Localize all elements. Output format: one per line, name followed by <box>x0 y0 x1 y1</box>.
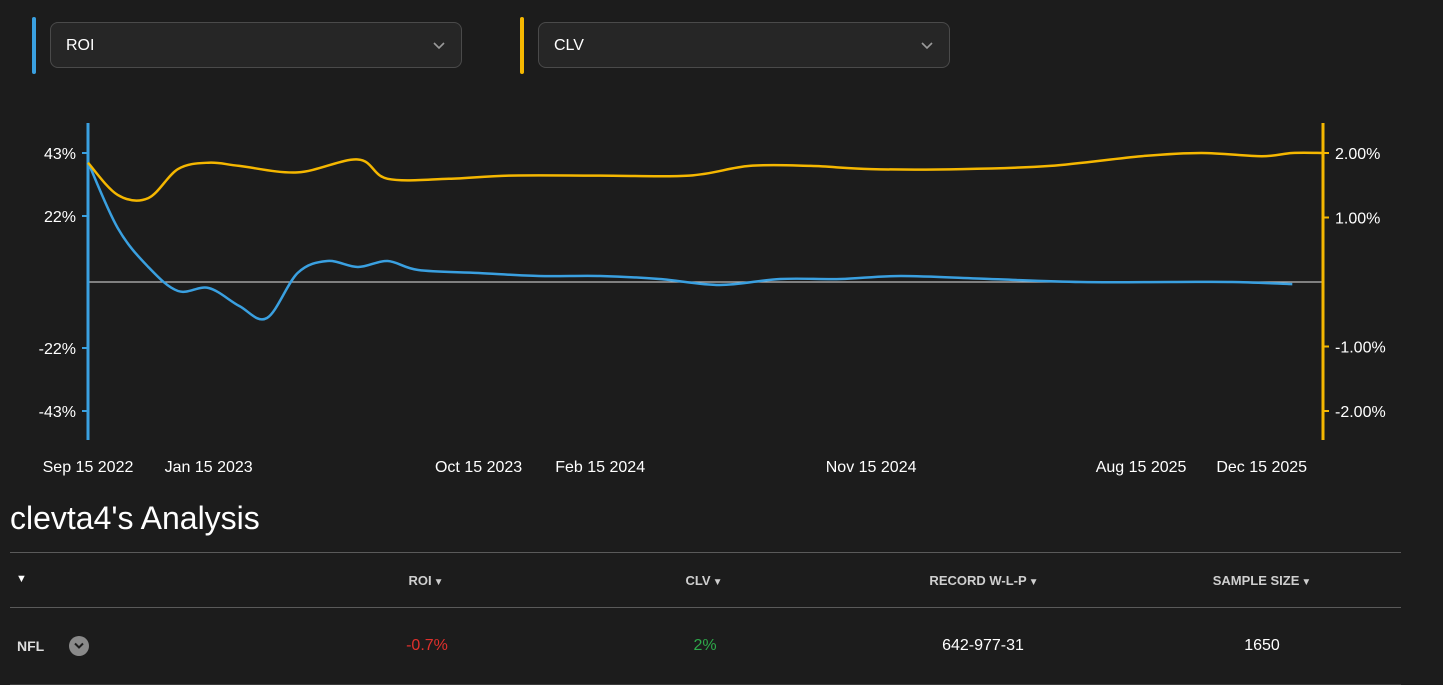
x-tick-label: Feb 15 2024 <box>555 459 645 476</box>
league-name: NFL <box>17 638 45 654</box>
column-header-clv[interactable]: CLV ▼ <box>685 573 723 588</box>
clv-value: 2% <box>693 637 717 654</box>
roi-color-bar <box>32 17 36 74</box>
collapse-all-icon[interactable]: ▼ <box>16 573 27 585</box>
column-header-roi[interactable]: ROI ▼ <box>408 573 444 588</box>
sort-caret-icon: ▼ <box>1301 577 1312 588</box>
clv-color-bar <box>520 17 524 74</box>
left-tick-label: 43% <box>44 146 76 163</box>
roi-dropdown-value: ROI <box>66 37 95 54</box>
sort-caret-icon: ▼ <box>433 577 444 588</box>
roi-value: -0.7% <box>406 637 448 654</box>
x-tick-label: Sep 15 2022 <box>43 459 134 476</box>
x-tick-label: Dec 15 2025 <box>1216 459 1307 476</box>
right-tick-label: -2.00% <box>1335 404 1386 421</box>
clv-dropdown[interactable]: CLV <box>538 22 950 68</box>
roi-clv-chart[interactable]: 43% 22% -22% -43% 2.00% 1.00% -1.00% -2.00% Sep … <box>0 110 1443 490</box>
chevron-down-icon <box>921 42 933 50</box>
sort-caret-icon: ▼ <box>712 577 723 588</box>
series-line-clv <box>87 151 1324 202</box>
x-tick-label: Oct 15 2023 <box>435 459 522 476</box>
table-row: NFL -0.7% 2% 642-977-31 1650 <box>10 608 1401 685</box>
left-tick-label: -43% <box>39 404 76 421</box>
sort-caret-icon: ▼ <box>1028 577 1039 588</box>
record-value: 642-977-31 <box>942 637 1024 654</box>
page-title: clevta4's Analysis <box>10 500 260 536</box>
x-tick-label: Jan 15 2023 <box>165 459 253 476</box>
expand-row-button[interactable] <box>69 636 89 656</box>
table-header: ▼ ROI ▼ CLV ▼ RECORD W-L-P ▼ SAMPLE SIZE ▼ <box>10 552 1401 608</box>
clv-dropdown-value: CLV <box>554 37 584 54</box>
sample-size-value: 1650 <box>1244 637 1280 654</box>
column-header-sample-size[interactable]: SAMPLE SIZE ▼ <box>1212 573 1312 588</box>
chevron-down-icon <box>433 42 445 50</box>
roi-dropdown[interactable]: ROI <box>50 22 462 68</box>
chevron-down-icon <box>74 642 84 649</box>
right-tick-label: 2.00% <box>1335 146 1380 163</box>
right-tick-label: -1.00% <box>1335 340 1386 357</box>
left-tick-label: -22% <box>39 341 76 358</box>
x-tick-label: Nov 15 2024 <box>826 459 917 476</box>
right-tick-label: 1.00% <box>1335 211 1380 228</box>
column-header-record[interactable]: RECORD W-L-P ▼ <box>929 573 1039 588</box>
left-tick-label: 22% <box>44 209 76 226</box>
x-tick-label: Aug 15 2025 <box>1096 459 1187 476</box>
series-line-roi <box>86 161 1293 321</box>
analysis-table: ▼ ROI ▼ CLV ▼ RECORD W-L-P ▼ SAMPLE SIZE ▼ N… <box>10 552 1401 685</box>
